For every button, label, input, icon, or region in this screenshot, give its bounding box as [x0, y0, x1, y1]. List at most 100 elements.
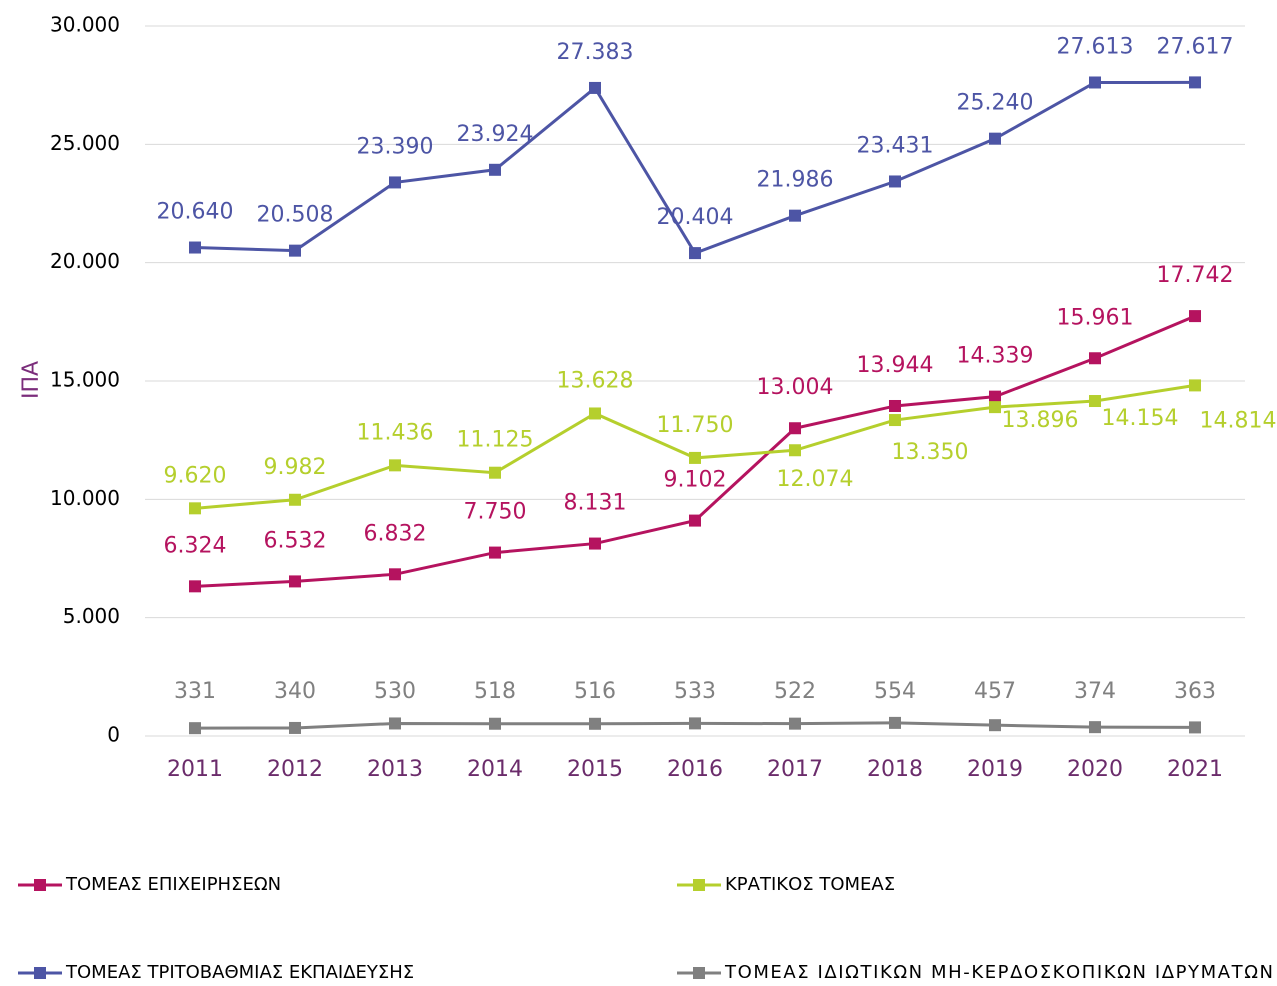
- data-label: 23.431: [857, 133, 934, 158]
- point-marker: [489, 466, 501, 479]
- data-label: 20.404: [657, 205, 734, 230]
- point-marker: [589, 407, 601, 420]
- data-label: 23.390: [357, 134, 434, 159]
- data-label: 27.383: [557, 40, 634, 65]
- point-marker: [1089, 721, 1101, 734]
- data-label: 6.532: [264, 528, 327, 553]
- point-marker: [189, 502, 201, 515]
- data-label: 13.350: [892, 440, 969, 465]
- data-label: 363: [1174, 679, 1216, 704]
- point-marker: [589, 537, 601, 550]
- point-marker: [289, 575, 301, 588]
- y-tick-label: 0: [107, 723, 120, 747]
- point-marker: [1189, 76, 1201, 89]
- data-label: 27.613: [1057, 34, 1134, 59]
- legend-label: ΤΟΜΕΑΣ ΙΔΙΩΤΙΚΩΝ ΜΗ-ΚΕΡΔΟΣΚΟΠΙΚΩΝ ΙΔΡΥΜΑ…: [724, 962, 1273, 983]
- point-marker: [889, 414, 901, 427]
- data-label: 6.324: [164, 533, 227, 558]
- point-marker: [1089, 352, 1101, 365]
- legend-label: ΚΡΑΤΙΚΟΣ ΤΟΜΕΑΣ: [725, 874, 895, 895]
- y-tick-label: 20.000: [50, 249, 120, 273]
- data-label: 530: [374, 679, 416, 704]
- point-marker: [789, 717, 801, 730]
- point-marker: [689, 717, 701, 730]
- point-marker: [689, 247, 701, 260]
- point-marker: [689, 451, 701, 464]
- data-label: 8.131: [564, 491, 627, 516]
- point-marker: [189, 722, 201, 735]
- data-label: 13.004: [757, 375, 834, 400]
- data-label: 17.742: [1157, 263, 1234, 288]
- data-label: 554: [874, 679, 916, 704]
- point-marker: [389, 176, 401, 189]
- x-tick-label: 2017: [767, 757, 823, 782]
- point-marker: [789, 422, 801, 435]
- data-label: 20.508: [257, 203, 334, 228]
- legend-swatch-marker: [34, 967, 46, 979]
- point-marker: [889, 716, 901, 729]
- data-label: 331: [174, 679, 216, 704]
- point-marker: [789, 209, 801, 222]
- data-label: 340: [274, 679, 316, 704]
- data-label: 15.961: [1057, 305, 1134, 330]
- data-label: 13.944: [857, 353, 934, 378]
- x-tick-label: 2016: [667, 757, 723, 782]
- data-label: 533: [674, 679, 716, 704]
- legend-label: ΤΟΜΕΑΣ ΤΡΙΤΟΒΑΘΜΙΑΣ ΕΚΠΑΙΔΕΥΣΗΣ: [65, 962, 414, 983]
- data-label: 11.125: [457, 428, 534, 453]
- data-label: 27.617: [1157, 34, 1234, 59]
- data-label: 11.750: [657, 413, 734, 438]
- data-label: 518: [474, 679, 516, 704]
- data-label: 20.640: [157, 200, 234, 225]
- y-tick-label: 10.000: [50, 486, 120, 510]
- point-marker: [189, 580, 201, 593]
- point-marker: [289, 493, 301, 506]
- data-label: 7.750: [464, 500, 527, 525]
- point-marker: [989, 390, 1001, 403]
- point-marker: [789, 444, 801, 457]
- x-tick-label: 2018: [867, 757, 923, 782]
- point-marker: [489, 163, 501, 176]
- point-marker: [389, 717, 401, 730]
- x-tick-label: 2013: [367, 757, 423, 782]
- data-label: 522: [774, 679, 816, 704]
- point-marker: [989, 719, 1001, 732]
- point-marker: [389, 459, 401, 472]
- point-marker: [1089, 395, 1101, 408]
- x-tick-label: 2011: [167, 757, 223, 782]
- point-marker: [1189, 379, 1201, 392]
- y-tick-label: 30.000: [50, 13, 120, 37]
- data-label: 9.982: [264, 455, 327, 480]
- data-label: 457: [974, 679, 1016, 704]
- y-tick-label: 25.000: [50, 131, 120, 155]
- legend-swatch-marker: [693, 879, 705, 891]
- point-marker: [289, 721, 301, 734]
- data-label: 23.924: [457, 122, 534, 147]
- data-label: 14.814: [1200, 408, 1277, 433]
- y-tick-label: 15.000: [50, 368, 120, 392]
- point-marker: [189, 241, 201, 254]
- point-marker: [289, 244, 301, 257]
- data-label: 12.074: [777, 467, 854, 492]
- x-tick-label: 2021: [1167, 757, 1223, 782]
- point-marker: [1089, 76, 1101, 89]
- legend-swatch-marker: [34, 879, 46, 891]
- point-marker: [689, 514, 701, 527]
- point-marker: [589, 81, 601, 94]
- data-label: 25.240: [957, 91, 1034, 116]
- point-marker: [489, 717, 501, 730]
- x-tick-label: 2019: [967, 757, 1023, 782]
- data-label: 14.154: [1102, 406, 1179, 431]
- y-axis-label: ΙΠΑ: [19, 361, 44, 399]
- point-marker: [989, 132, 1001, 145]
- data-label: 11.436: [357, 420, 434, 445]
- point-marker: [889, 175, 901, 188]
- legend-label: ΤΟΜΕΑΣ ΕΠΙΧΕΙΡΗΣΕΩΝ: [65, 874, 281, 895]
- point-marker: [1189, 721, 1201, 734]
- point-marker: [889, 399, 901, 412]
- data-label: 13.896: [1002, 408, 1079, 433]
- data-label: 21.986: [757, 168, 834, 193]
- data-label: 9.102: [664, 468, 727, 493]
- data-label: 6.832: [364, 521, 427, 546]
